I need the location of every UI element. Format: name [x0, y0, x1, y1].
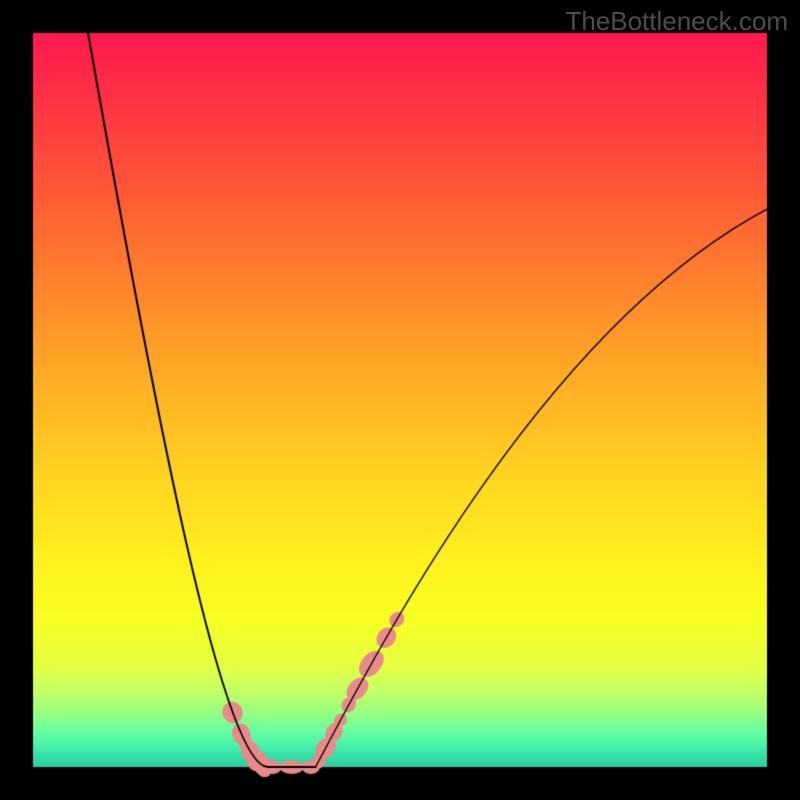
watermark-text: TheBottleneck.com — [565, 6, 788, 37]
chart-container: TheBottleneck.com — [0, 0, 800, 800]
bottleneck-curve-chart — [0, 0, 800, 800]
